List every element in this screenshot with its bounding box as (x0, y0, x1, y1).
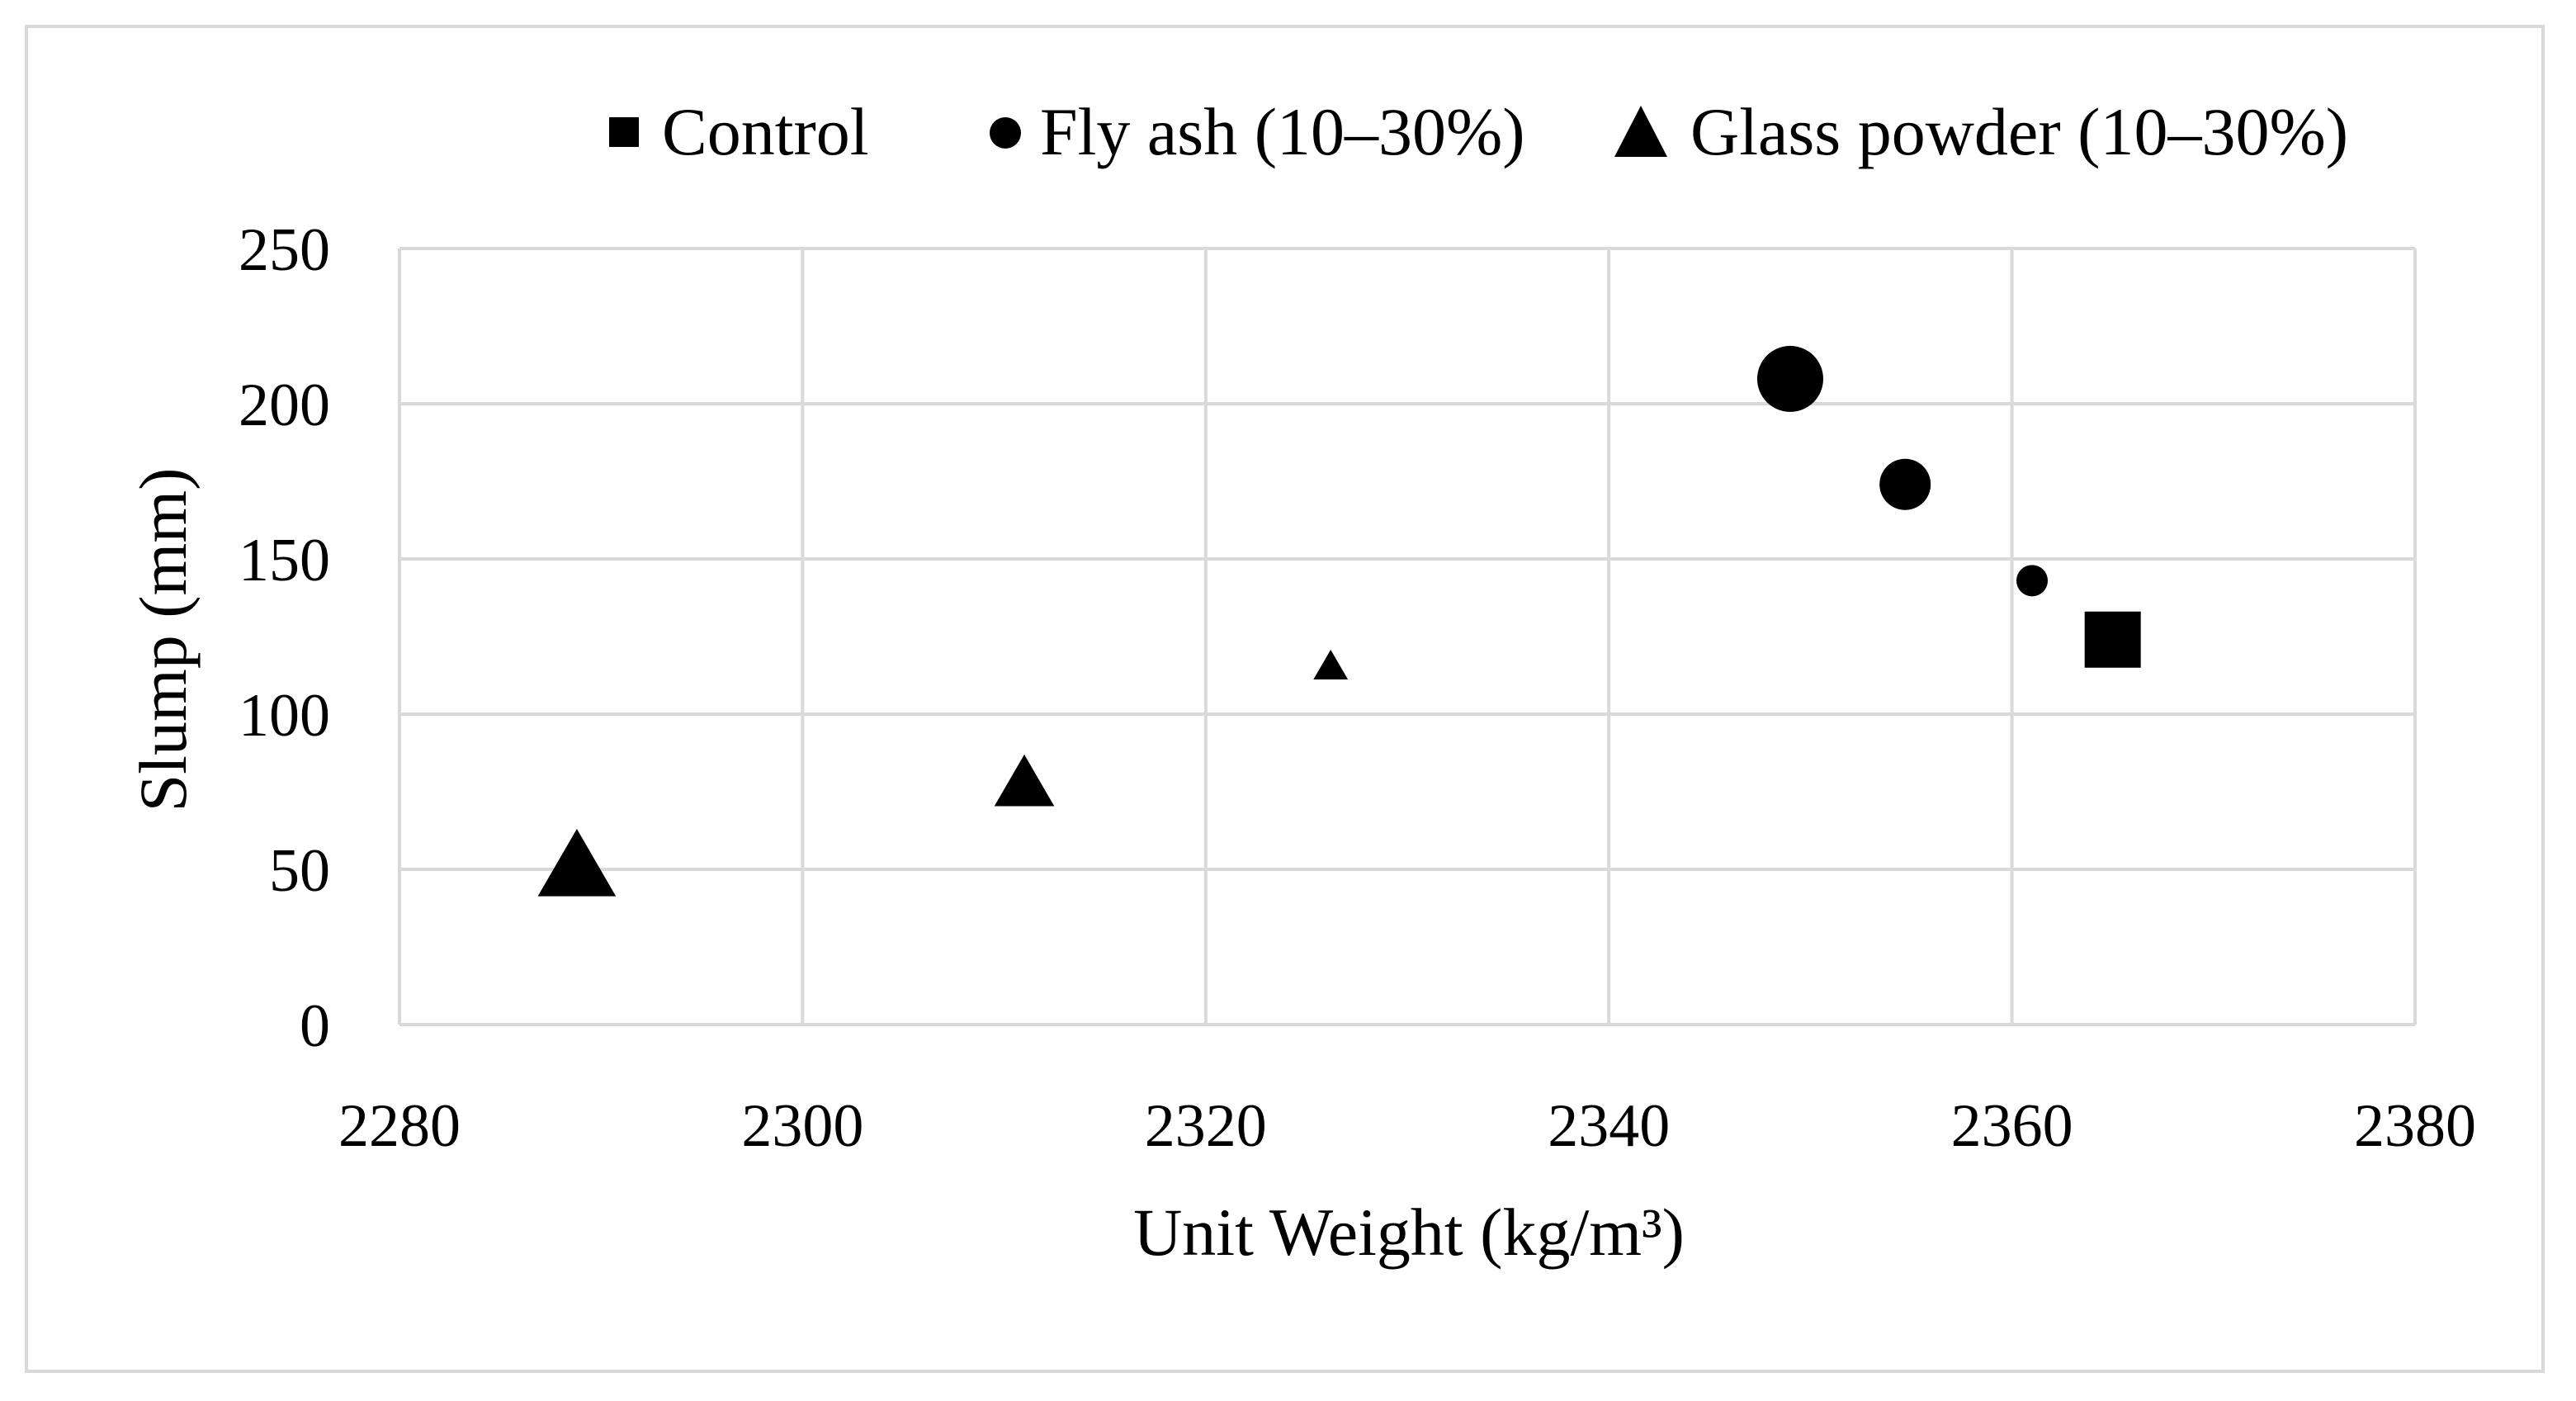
x-tick-label-2320: 2320 (1145, 1092, 1267, 1160)
y-axis-title: Slump (mm) (125, 468, 201, 812)
data-markers (537, 345, 2141, 897)
legend-marker-glass-powder (1614, 106, 1667, 157)
y-tick-label-250: 250 (239, 216, 330, 284)
triangle-marker-3-1 (1313, 649, 1349, 680)
x-axis-title: Unit Weight (kg/m³) (1133, 1195, 1685, 1270)
y-tick-label-0: 0 (300, 992, 330, 1060)
circle-marker-2-2 (1879, 458, 1931, 510)
tick-labels: 2280 2300 2320 2340 2360 2380 0 50 100 150 200 250 (239, 216, 2476, 1160)
legend-label-fly-ash: Fly ash (10–30%) (1040, 94, 1525, 169)
legend-label-control: Control (662, 94, 869, 169)
legend-marker-control (609, 117, 639, 147)
x-tick-label-2360: 2360 (1951, 1092, 2073, 1160)
legend-marker-fly-ash (990, 117, 1021, 149)
x-tick-label-2300: 2300 (741, 1092, 863, 1160)
triangle-marker-3-2 (994, 754, 1055, 807)
y-tick-label-50: 50 (269, 837, 330, 905)
x-tick-label-2340: 2340 (1548, 1092, 1670, 1160)
square-marker-1-1 (2084, 611, 2141, 668)
grid (398, 247, 2417, 1026)
y-tick-label-200: 200 (239, 372, 330, 439)
circle-marker-2-1 (2016, 565, 2049, 597)
legend: Control Fly ash (10–30%) Glass powder (1… (609, 94, 2348, 169)
y-tick-label-100: 100 (239, 682, 330, 750)
y-tick-label-150: 150 (239, 527, 330, 594)
x-tick-label-2380: 2380 (2354, 1092, 2476, 1160)
x-tick-label-2280: 2280 (338, 1092, 461, 1160)
triangle-marker-3-3 (537, 828, 617, 897)
legend-label-glass-powder: Glass powder (10–30%) (1690, 94, 2348, 169)
circle-marker-2-3 (1756, 345, 1823, 412)
